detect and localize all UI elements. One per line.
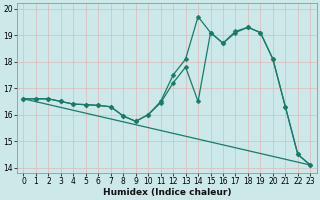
X-axis label: Humidex (Indice chaleur): Humidex (Indice chaleur) bbox=[103, 188, 231, 197]
